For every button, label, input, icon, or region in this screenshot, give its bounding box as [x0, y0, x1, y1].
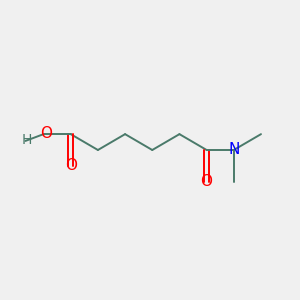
Text: O: O: [40, 125, 52, 140]
Text: H: H: [21, 133, 32, 147]
Text: O: O: [65, 158, 77, 173]
Text: N: N: [228, 142, 239, 158]
Text: O: O: [201, 174, 213, 189]
